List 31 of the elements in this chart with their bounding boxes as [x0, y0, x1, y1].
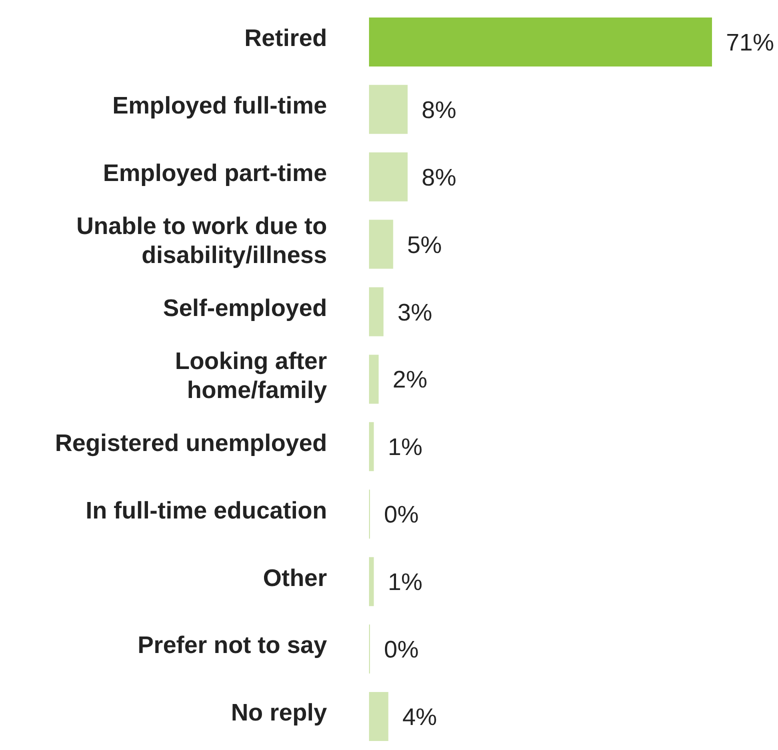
y-tick-label: Other [262, 564, 327, 592]
y-tick-label: Prefer not to say [138, 632, 328, 660]
data-label: 5% [407, 232, 442, 259]
data-label: 1% [388, 569, 423, 596]
data-label: 2% [392, 366, 428, 394]
y-tick-label: Looking after home/family [174, 348, 328, 404]
data-label: 0% [384, 502, 419, 529]
data-label: 0% [384, 636, 419, 664]
y-tick-label: Self-employed [162, 294, 327, 322]
bar [369, 692, 388, 741]
bar [369, 287, 384, 336]
data-label: 8% [422, 164, 456, 192]
y-tick-label: In full-time education [86, 497, 327, 524]
data-label: 4% [402, 704, 438, 732]
bar [369, 17, 712, 66]
y-tick-label: Unable to work due to disability/illness [76, 212, 327, 269]
data-label: 8% [422, 96, 456, 124]
y-tick-label: Employed full-time [112, 92, 327, 120]
data-label: 71% [726, 29, 774, 56]
bar [369, 354, 379, 404]
y-tick-label: Employed part-time [102, 160, 327, 188]
bar [369, 152, 408, 202]
data-label: 3% [397, 299, 432, 326]
bar [369, 422, 374, 472]
bar [369, 84, 408, 134]
y-tick-label: Registered unemployed [54, 430, 327, 457]
bar [369, 220, 394, 269]
y-tick-label: Retired [244, 25, 327, 52]
data-label: 1% [388, 434, 423, 462]
bar [369, 557, 374, 606]
y-tick-label: No reply [230, 700, 328, 727]
